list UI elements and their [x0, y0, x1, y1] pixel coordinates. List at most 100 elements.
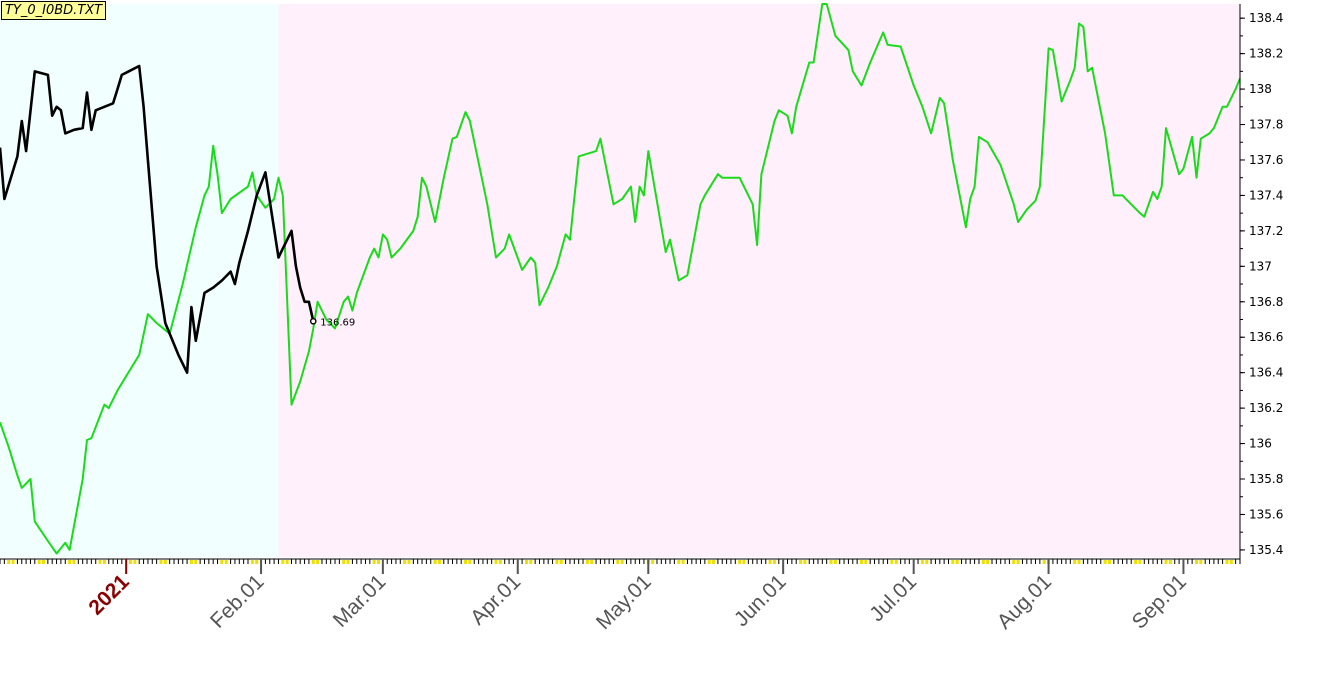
weekend-marker [433, 560, 437, 564]
x-tick-label: Aug.01 [993, 570, 1056, 633]
weekend-marker [224, 560, 228, 564]
weekend-marker [316, 560, 320, 564]
weekend-marker [1199, 560, 1203, 564]
y-tick-label: 136.8 [1249, 295, 1283, 309]
weekend-marker [98, 560, 102, 564]
background-region-0 [0, 4, 279, 557]
weekend-marker [437, 560, 441, 564]
y-tick-label: 135.8 [1249, 472, 1283, 486]
weekend-marker [803, 560, 807, 564]
weekend-marker [1012, 560, 1016, 564]
weekend-marker [377, 560, 381, 564]
weekend-marker [1042, 560, 1046, 564]
weekend-marker [894, 560, 898, 564]
weekend-marker [833, 560, 837, 564]
y-tick-label: 136.4 [1249, 366, 1283, 380]
weekend-marker [1073, 560, 1077, 564]
weekend-marker [1194, 560, 1198, 564]
weekend-marker [864, 560, 868, 564]
y-tick-label: 136.6 [1249, 330, 1283, 344]
weekend-marker [738, 560, 742, 564]
weekend-marker [981, 560, 985, 564]
weekend-marker [189, 560, 193, 564]
weekend-marker [163, 560, 167, 564]
weekend-marker [590, 560, 594, 564]
weekend-marker [494, 560, 498, 564]
weekend-marker [1103, 560, 1107, 564]
y-tick-label: 137 [1249, 259, 1272, 273]
series-lines [0, 3, 1241, 555]
background-region-1 [278, 4, 1240, 557]
x-tick-label: Mar.01 [329, 570, 391, 632]
last-value-label: 136.69 [320, 317, 355, 328]
x-tick-label: Jul.01 [865, 570, 921, 626]
x-tick-label: Feb.01 [206, 570, 269, 633]
weekend-marker [742, 560, 746, 564]
weekend-marker [829, 560, 833, 564]
x-tick-label: Apr.01 [466, 570, 525, 629]
weekend-marker [311, 560, 315, 564]
weekend-marker [651, 560, 655, 564]
weekend-marker [712, 560, 716, 564]
weekend-marker [799, 560, 803, 564]
y-tick-label: 136.2 [1249, 401, 1283, 415]
y-tick-label: 135.4 [1249, 543, 1283, 557]
weekend-marker [955, 560, 959, 564]
y-tick-label: 137.2 [1249, 224, 1283, 238]
y-tick-label: 136 [1249, 437, 1272, 451]
series-line-0 [0, 3, 1241, 555]
weekend-marker [372, 560, 376, 564]
weekend-marker [1134, 560, 1138, 564]
x-tick-label: Sep.01 [1128, 570, 1191, 633]
weekend-marker [37, 560, 41, 564]
weekend-marker [555, 560, 559, 564]
y-axis: 135.4 135.6 135.8 136 136.2 136.4 136.6 136.8 13… [1239, 4, 1283, 559]
weekend-marker [1168, 560, 1172, 564]
weekend-marker [677, 560, 681, 564]
weekend-marker [346, 560, 350, 564]
weekend-marker [468, 560, 472, 564]
y-tick-label: 138 [1249, 82, 1272, 96]
weekend-marker [7, 560, 11, 564]
weekend-marker [403, 560, 407, 564]
y-tick-label: 138.4 [1249, 11, 1283, 25]
weekend-marker [407, 560, 411, 564]
y-tick-label: 135.6 [1249, 507, 1283, 521]
weekend-marker [498, 560, 502, 564]
weekend-marker [194, 560, 198, 564]
weekend-marker [281, 560, 285, 564]
weekend-marker [986, 560, 990, 564]
x-tick-label: Jun.01 [730, 570, 791, 631]
weekend-marker [707, 560, 711, 564]
weekend-marker [772, 560, 776, 564]
weekend-marker [890, 560, 894, 564]
x-axis: 2021 Feb.01 Mar.01 Apr.01 May.01 Jun.01 Jul.01… [0, 558, 1241, 634]
weekend-marker [72, 560, 76, 564]
x-tick-label: May.01 [592, 570, 656, 634]
weekend-marker [559, 560, 563, 564]
weekend-marker [159, 560, 163, 564]
weekend-marker [129, 560, 133, 564]
x-tick-label: 2021 [84, 570, 134, 620]
weekend-marker [1225, 560, 1229, 564]
weekend-marker [1164, 560, 1168, 564]
weekend-marker [1077, 560, 1081, 564]
weekend-marker [859, 560, 863, 564]
weekend-marker [585, 560, 589, 564]
weekend-marker [250, 560, 254, 564]
series-line-1 [0, 64, 315, 375]
weekend-marker [1138, 560, 1142, 564]
y-tick-label: 137.6 [1249, 153, 1283, 167]
weekend-marker [616, 560, 620, 564]
weekend-marker [925, 560, 929, 564]
weekend-marker [1229, 560, 1233, 564]
background-regions [0, 4, 1240, 557]
weekend-marker [1107, 560, 1111, 564]
weekend-marker [255, 560, 259, 564]
weekend-marker [620, 560, 624, 564]
weekend-marker [951, 560, 955, 564]
weekend-marker [42, 560, 46, 564]
chart-title: TY_0_I0BD.TXT [1, 1, 107, 20]
last-value-dot [309, 317, 317, 325]
